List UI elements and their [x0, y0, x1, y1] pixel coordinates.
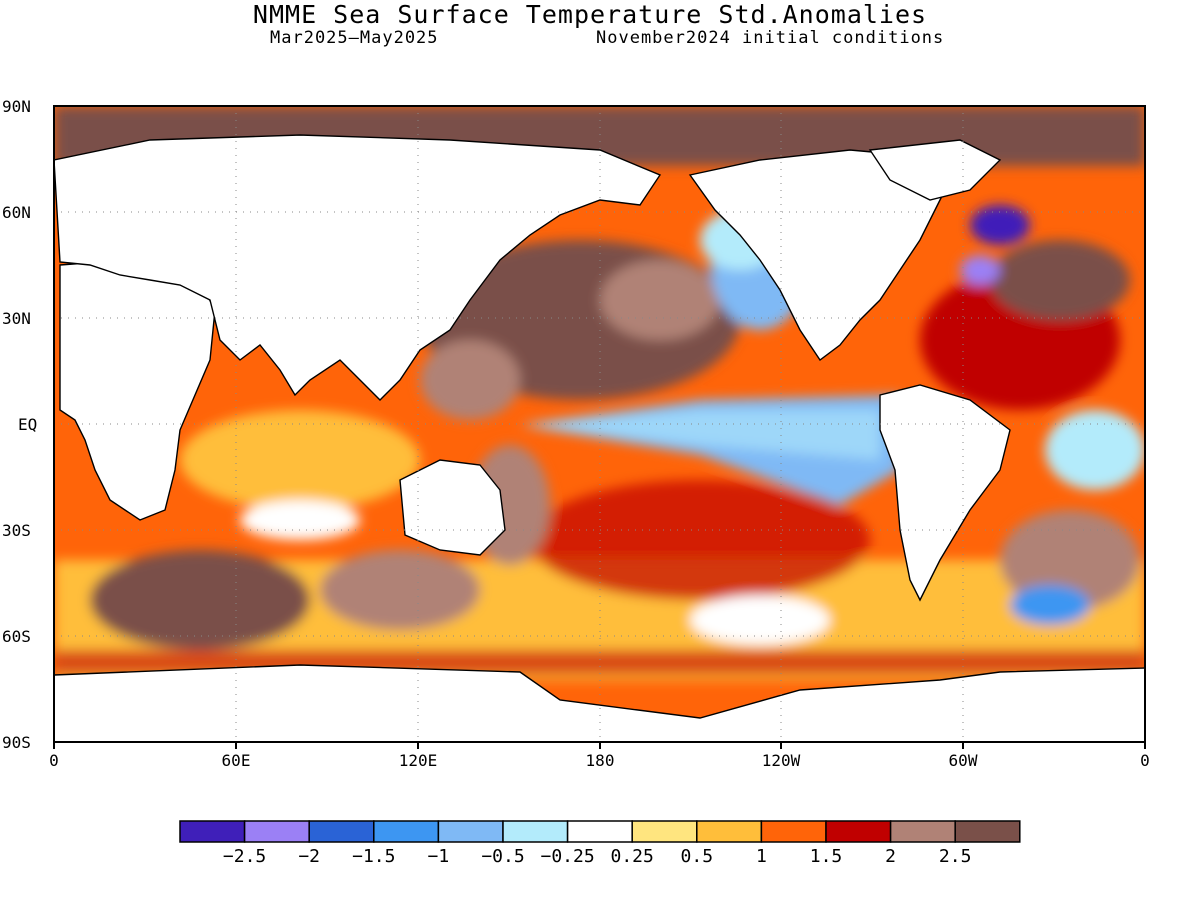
colorbar	[179, 820, 1021, 843]
lat-label-eq: EQ	[18, 415, 38, 434]
colorbar-swatch	[889, 820, 956, 843]
colorbar-tick-label: −0.5	[481, 846, 525, 867]
lon-label-120w: 120W	[761, 751, 801, 770]
colorbar-swatch	[179, 820, 246, 843]
lon-label-120e: 120E	[398, 751, 438, 770]
map-title: NMME Sea Surface Temperature Std.Anomali…	[252, 0, 928, 29]
lat-label-30n: 30N	[2, 309, 31, 328]
lat-label-60s: 60S	[2, 627, 31, 646]
colorbar-tick-label: 0.5	[680, 846, 714, 867]
lon-label-60w: 60W	[948, 751, 978, 770]
colorbar-tick-label: −2	[298, 846, 321, 867]
colorbar-tick-label: −0.25	[540, 846, 595, 867]
lat-label-60n: 60N	[2, 203, 31, 222]
colorbar-swatch	[243, 820, 310, 843]
initial-conditions: November2024 initial conditions	[596, 28, 945, 48]
lon-label-0: 0	[49, 751, 59, 770]
colorbar-tick-label: −1	[427, 846, 450, 867]
colorbar-tick-label: −2.5	[222, 846, 267, 867]
lon-label-180: 180	[585, 751, 615, 770]
colorbar-tick-label: 2	[885, 846, 897, 867]
colorbar-tick-label: −1.5	[352, 846, 396, 867]
lat-label-30s: 30S	[2, 521, 31, 540]
colorbar-tick-label: 1.5	[809, 846, 843, 867]
colorbar-tick-label: 1	[755, 846, 767, 867]
colorbar-swatch	[308, 820, 375, 843]
colorbar-swatch	[631, 820, 698, 843]
colorbar-swatch	[954, 820, 1021, 843]
lon-label-0-east: 0	[1140, 751, 1150, 770]
colorbar-swatch	[437, 820, 504, 843]
colorbar-swatch	[825, 820, 892, 843]
lon-label-60e: 60E	[221, 751, 251, 770]
continent-outlines	[54, 134, 1145, 742]
graticule	[54, 106, 1145, 742]
colorbar-swatch	[502, 820, 569, 843]
sst-anomaly-field	[54, 106, 1145, 742]
colorbar-swatch	[760, 820, 827, 843]
colorbar-swatch	[696, 820, 763, 843]
lat-label-90n: 90N	[2, 97, 31, 116]
colorbar-tick-label: 0.25	[610, 846, 654, 867]
forecast-period: Mar2025–May2025	[270, 28, 439, 48]
lat-label-90s: 90S	[2, 733, 31, 752]
colorbar-swatch	[566, 820, 633, 843]
colorbar-swatch	[373, 820, 440, 843]
colorbar-tick-label: 2.5	[938, 846, 972, 867]
